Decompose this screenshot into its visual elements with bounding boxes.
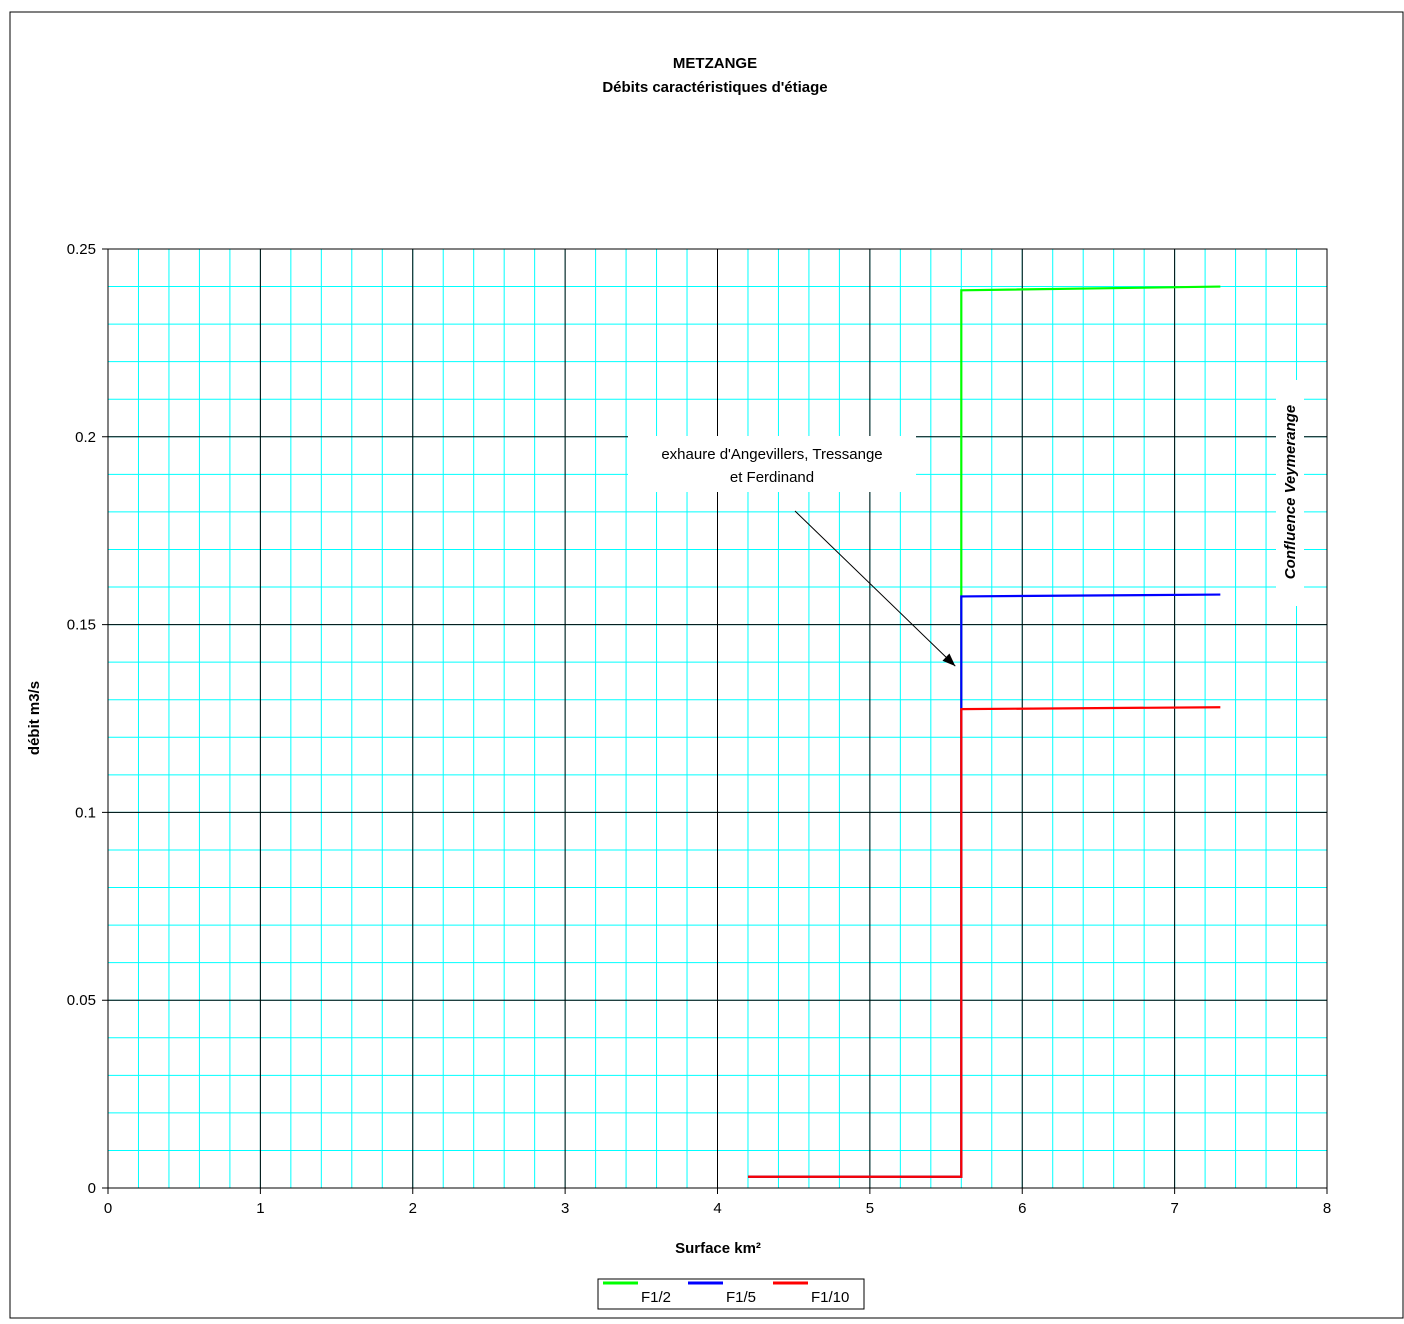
x-axis-title: Surface km² <box>675 1240 761 1257</box>
x-tick-label: 2 <box>409 1200 417 1217</box>
annotation-confluence-box <box>1276 380 1304 606</box>
annotation-arrow-head <box>942 653 956 667</box>
legend: F1/2 F1/5 F1/10 <box>597 1278 865 1310</box>
chart-frame <box>9 11 1404 1319</box>
legend-box <box>597 1278 865 1310</box>
chart-subtitle: Débits caractéristiques d'étiage <box>602 79 827 96</box>
y-tick-label: 0.05 <box>67 992 96 1009</box>
x-tick-label: 1 <box>256 1200 264 1217</box>
annotation-confluence: Confluence Veymerange <box>1276 380 1304 606</box>
annotation-confluence-text: Confluence Veymerange <box>1282 405 1299 580</box>
annotation-exhaure: exhaure d'Angevillers, Tressange et Ferd… <box>628 436 956 667</box>
y-axis-title: débit m3/s <box>26 681 43 755</box>
series-line-f1-10 <box>747 706 1221 1178</box>
annotation-line-1: exhaure d'Angevillers, Tressange <box>661 446 882 463</box>
x-tick-label: 7 <box>1170 1200 1178 1217</box>
annotation-line-2: et Ferdinand <box>730 469 814 486</box>
y-tick-label: 0.2 <box>75 429 96 446</box>
x-tick-label: 5 <box>866 1200 874 1217</box>
x-tick-label: 8 <box>1323 1200 1331 1217</box>
x-tick-label: 6 <box>1018 1200 1026 1217</box>
x-tick-label: 3 <box>561 1200 569 1217</box>
legend-item-f1-2: F1/2 <box>603 1281 671 1306</box>
legend-label-f1-10: F1/10 <box>811 1289 849 1306</box>
y-axis-ticks: 0 0.05 0.1 0.15 0.2 0.25 <box>67 241 96 1197</box>
legend-label-f1-2: F1/2 <box>641 1289 671 1306</box>
minor-grid <box>108 249 1327 1188</box>
x-axis-ticks: 0 1 2 3 4 5 6 7 8 <box>104 1200 1331 1217</box>
series-lines <box>747 285 1221 1178</box>
y-tick-label: 0.25 <box>67 241 96 258</box>
x-tick-label: 0 <box>104 1200 112 1217</box>
plot-area <box>107 248 1328 1189</box>
y-tick-label: 0.15 <box>67 617 96 634</box>
legend-item-f1-10: F1/10 <box>773 1281 849 1306</box>
y-tick-label: 0 <box>88 1180 96 1197</box>
x-tick-label: 4 <box>713 1200 721 1217</box>
legend-label-f1-5: F1/5 <box>726 1289 756 1306</box>
chart-title: METZANGE <box>673 55 757 72</box>
annotation-box <box>628 436 916 492</box>
legend-item-f1-5: F1/5 <box>688 1281 756 1306</box>
y-tick-label: 0.1 <box>75 804 96 821</box>
annotation-arrow-line <box>794 510 956 667</box>
